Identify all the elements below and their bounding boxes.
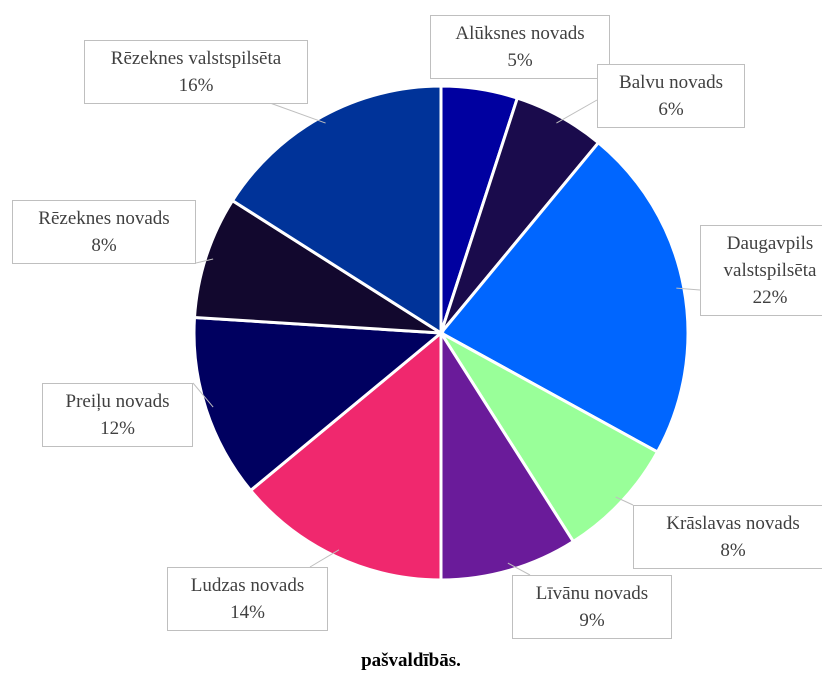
slice — [192, 198, 442, 335]
label-name: Krāslavas novads — [666, 513, 800, 534]
data-label: Balvu novads 6% — [597, 64, 745, 128]
label-value: 14% — [230, 602, 265, 623]
label-value: 5% — [507, 50, 533, 71]
label-name: Alūksnes novads — [455, 23, 585, 44]
slice — [439, 331, 660, 544]
label-name: Ludzas novads — [190, 575, 305, 596]
leader-line — [507, 562, 531, 576]
label-value: 8% — [91, 235, 117, 256]
label-name: Rēzeknes novads — [38, 208, 170, 229]
label-name: Preiļu novads — [65, 391, 170, 412]
label-value: 9% — [579, 610, 605, 631]
slice — [230, 84, 443, 336]
data-label: Rēzeknes novads 8% — [12, 200, 196, 264]
data-label: Līvānu novads 9% — [512, 575, 672, 639]
slice — [192, 315, 445, 493]
leader-line — [269, 102, 326, 124]
leader-line — [195, 258, 214, 264]
data-label: Ludzas novads 14% — [167, 567, 328, 631]
caption: pašvaldībās. — [361, 650, 461, 671]
label-name: Rēzeknes valstspilsēta — [110, 48, 282, 69]
label-value: 8% — [720, 540, 746, 561]
leader-line — [615, 496, 634, 506]
data-label: Alūksnes novads 5% — [430, 15, 610, 79]
data-label: Rēzeknes valstspilsēta 16% — [84, 40, 308, 104]
slice — [438, 140, 690, 455]
label-value: 6% — [658, 99, 684, 120]
data-label: Daugavpils valstspilsēta 22% — [700, 225, 822, 316]
leader-line — [676, 287, 701, 291]
label-name: Balvu novads — [619, 72, 723, 93]
leader-line — [309, 549, 340, 568]
label-value: 16% — [178, 75, 214, 96]
slice — [439, 327, 576, 582]
leader-line — [192, 382, 214, 408]
label-name: Daugavpils valstspilsēta — [723, 233, 817, 281]
leader-line — [556, 99, 598, 124]
label-value: 12% — [100, 418, 135, 439]
data-label: Krāslavas novads 8% — [633, 505, 822, 569]
slice — [248, 329, 443, 582]
label-name: Līvānu novads — [535, 583, 649, 604]
data-label: Preiļu novads 12% — [42, 383, 193, 447]
label-value: 22% — [752, 287, 788, 308]
